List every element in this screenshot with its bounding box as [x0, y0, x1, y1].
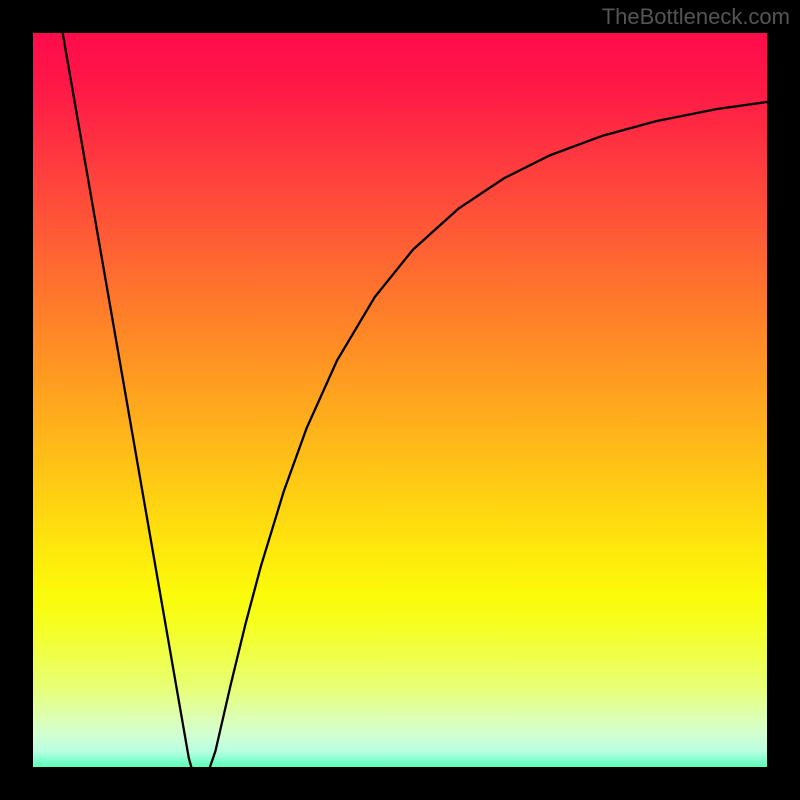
- chart-container: TheBottleneck.com: [0, 0, 800, 800]
- gradient-background: [33, 33, 793, 793]
- watermark-text: TheBottleneck.com: [602, 4, 790, 30]
- plot-area: [33, 33, 793, 793]
- border-left: [0, 0, 33, 800]
- border-right: [767, 0, 800, 800]
- border-bottom: [0, 767, 800, 800]
